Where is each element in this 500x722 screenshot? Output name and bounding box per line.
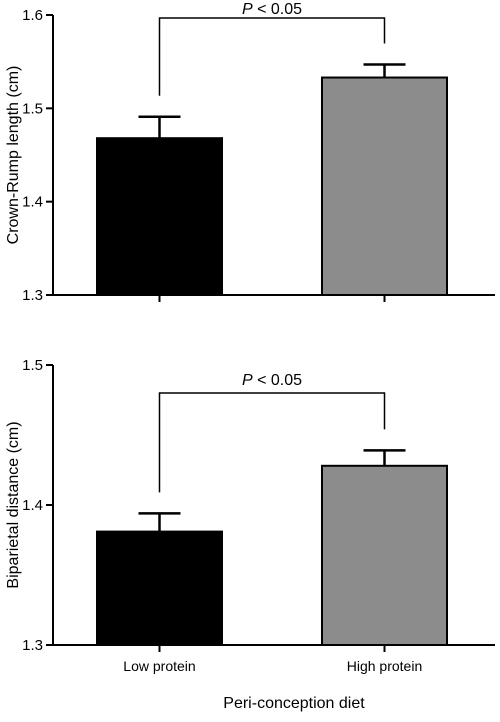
- y-axis-title: Crown-Rump length (cm): [5, 66, 22, 245]
- bar-low-protein: [96, 137, 223, 296]
- y-tick-label: 1.6: [22, 7, 43, 24]
- x-axis-title: Peri-conception diet: [223, 695, 365, 712]
- y-tick-label: 1.3: [22, 637, 43, 654]
- bar-high-protein: [321, 76, 448, 296]
- chart-panel-1: 1.3 1.4 1.5 1.6 Crown-Rump length (cm) P < 0.…: [5, 1, 495, 304]
- x-category-label: Low protein: [123, 658, 195, 674]
- bar-high-protein: [321, 464, 448, 646]
- bar-low-protein: [96, 530, 223, 646]
- y-tick-label: 1.5: [22, 100, 43, 117]
- significance-bracket: [158, 17, 386, 96]
- y-axis-title: Biparietal distance (cm): [5, 421, 22, 588]
- y-tick-label: 1.4: [22, 497, 43, 514]
- chart-panel-2: 1.3 1.4 1.5 Biparietal distance (cm) Low pro…: [5, 357, 495, 712]
- y-tick-label: 1.4: [22, 194, 43, 211]
- significance-bracket: [158, 392, 386, 493]
- y-tick-label: 1.3: [22, 287, 43, 304]
- x-category-label: High protein: [347, 658, 423, 674]
- significance-label: P < 0.05: [242, 372, 302, 389]
- significance-label: P < 0.05: [242, 1, 302, 18]
- y-tick-label: 1.5: [22, 357, 43, 374]
